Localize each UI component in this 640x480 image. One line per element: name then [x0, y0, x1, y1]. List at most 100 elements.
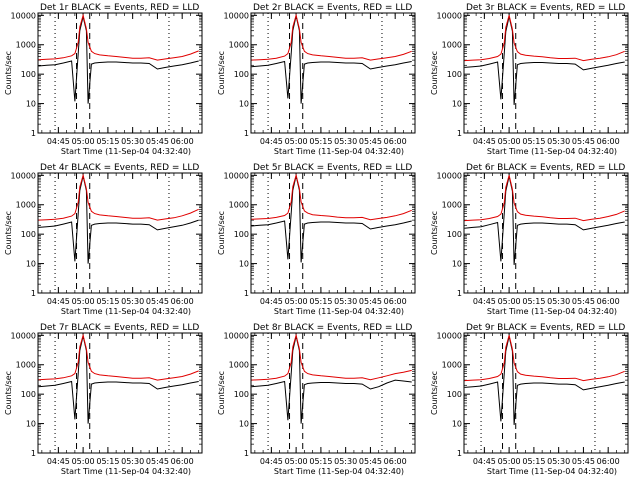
lld-series-line — [464, 15, 625, 62]
chart-title: Det 5r BLACK = Events, RED = LLD — [253, 163, 412, 173]
x-tick-label: 04:45 — [47, 457, 70, 466]
x-tick-label: 06:00 — [597, 137, 620, 146]
y-tick-label: 10000 — [11, 11, 36, 20]
y-tick-label: 10 — [452, 100, 462, 109]
plot-frame — [37, 172, 203, 294]
y-axis-label: Counts/sec — [430, 51, 439, 95]
y-tick-label: 1 — [457, 129, 462, 138]
x-axis-label: Start Time (11-Sep-04 04:32:40) — [487, 307, 617, 316]
y-tick-label: 100 — [447, 230, 462, 239]
y-tick-label: 1000 — [229, 41, 249, 50]
y-tick-label: 1000 — [229, 201, 249, 210]
y-tick-label: 10000 — [11, 171, 36, 180]
y-tick-label: 1 — [457, 289, 462, 298]
y-tick-label: 1000 — [442, 201, 462, 210]
x-tick-label: 04:45 — [260, 457, 283, 466]
x-tick-label: 05:45 — [359, 457, 382, 466]
events-series-line — [251, 15, 412, 104]
y-tick-label: 10 — [26, 420, 36, 429]
x-axis-label: Start Time (11-Sep-04 04:32:40) — [61, 147, 191, 156]
lld-series-line — [251, 173, 412, 221]
x-tick-label: 05:00 — [498, 137, 521, 146]
lld-series-line — [38, 13, 199, 61]
x-tick-label: 05:45 — [146, 137, 169, 146]
y-axis-label: Counts/sec — [4, 371, 13, 415]
x-axis-label: Start Time (11-Sep-04 04:32:40) — [274, 307, 404, 316]
x-tick-label: 04:45 — [260, 137, 283, 146]
x-tick-label: 04:45 — [47, 297, 70, 306]
chart-panel: Det 5r BLACK = Events, RED = LLD 1 10 100 10… — [217, 163, 416, 316]
chart-panel: Det 4r BLACK = Events, RED = LLD 1 10 100 10… — [4, 163, 203, 316]
x-tick-label: 05:45 — [572, 137, 595, 146]
plot-frame — [37, 332, 203, 454]
events-series-line — [464, 336, 625, 425]
events-series-line — [38, 175, 199, 264]
lld-series-line — [251, 13, 412, 61]
x-tick-label: 05:15 — [522, 137, 545, 146]
x-tick-label: 05:00 — [498, 297, 521, 306]
y-tick-label: 100 — [447, 390, 462, 399]
y-axis-label: Counts/sec — [430, 211, 439, 255]
x-axis-label: Start Time (11-Sep-04 04:32:40) — [61, 307, 191, 316]
x-tick-label: 05:00 — [72, 297, 95, 306]
y-tick-label: 1 — [244, 129, 249, 138]
y-tick-label: 1000 — [442, 41, 462, 50]
x-tick-label: 06:00 — [384, 297, 407, 306]
y-tick-label: 100 — [234, 70, 249, 79]
chart-panel: Det 8r BLACK = Events, RED = LLD 1 10 100 10… — [217, 323, 416, 476]
chart-panel: Det 2r BLACK = Events, RED = LLD 1 10 100 10… — [217, 3, 416, 156]
chart-title: Det 4r BLACK = Events, RED = LLD — [40, 163, 199, 173]
events-series-line — [251, 335, 412, 424]
x-tick-label: 05:00 — [72, 457, 95, 466]
chart-title: Det 2r BLACK = Events, RED = LLD — [253, 3, 412, 13]
y-tick-label: 10000 — [224, 331, 249, 340]
x-tick-label: 05:00 — [285, 137, 308, 146]
x-tick-label: 05:00 — [498, 457, 521, 466]
x-tick-label: 04:45 — [47, 137, 70, 146]
x-axis-label: Start Time (11-Sep-04 04:32:40) — [274, 467, 404, 476]
y-tick-label: 1000 — [16, 201, 36, 210]
y-tick-label: 1000 — [229, 361, 249, 370]
y-tick-label: 10 — [26, 100, 36, 109]
events-series-line — [38, 335, 199, 424]
y-tick-label: 100 — [234, 390, 249, 399]
lld-series-line — [464, 335, 625, 382]
plot-frame — [463, 12, 629, 134]
x-tick-label: 05:00 — [285, 457, 308, 466]
x-tick-label: 05:15 — [522, 457, 545, 466]
x-tick-label: 05:45 — [359, 137, 382, 146]
y-tick-label: 1 — [31, 129, 36, 138]
lld-series-line — [38, 333, 199, 381]
chart-title: Det 1r BLACK = Events, RED = LLD — [40, 3, 199, 13]
x-tick-label: 06:00 — [171, 457, 194, 466]
y-tick-label: 10000 — [11, 331, 36, 340]
y-tick-label: 10 — [239, 100, 249, 109]
y-tick-label: 10 — [239, 260, 249, 269]
x-tick-label: 05:15 — [522, 297, 545, 306]
chart-panel: Det 9r BLACK = Events, RED = LLD 1 10 100 10… — [430, 323, 629, 476]
x-tick-label: 05:30 — [547, 457, 570, 466]
events-series-line — [464, 16, 625, 105]
plot-frame — [250, 172, 416, 294]
y-tick-label: 10000 — [224, 11, 249, 20]
chart-panel: Det 7r BLACK = Events, RED = LLD 1 10 100 10… — [4, 323, 203, 476]
x-axis-label: Start Time (11-Sep-04 04:32:40) — [487, 147, 617, 156]
y-axis-label: Counts/sec — [217, 51, 226, 95]
chart-title: Det 8r BLACK = Events, RED = LLD — [253, 323, 412, 333]
x-tick-label: 05:15 — [309, 297, 332, 306]
x-tick-label: 06:00 — [384, 457, 407, 466]
x-tick-label: 05:30 — [121, 457, 144, 466]
x-tick-label: 05:15 — [309, 137, 332, 146]
y-tick-label: 1000 — [16, 41, 36, 50]
y-tick-label: 10 — [452, 260, 462, 269]
x-tick-label: 05:45 — [572, 457, 595, 466]
x-tick-label: 06:00 — [171, 297, 194, 306]
x-tick-label: 05:30 — [121, 137, 144, 146]
y-tick-label: 10 — [26, 260, 36, 269]
y-tick-label: 100 — [21, 230, 36, 239]
x-tick-label: 05:30 — [334, 297, 357, 306]
x-tick-label: 04:45 — [473, 457, 496, 466]
events-series-line — [38, 16, 199, 104]
y-tick-label: 1 — [244, 289, 249, 298]
